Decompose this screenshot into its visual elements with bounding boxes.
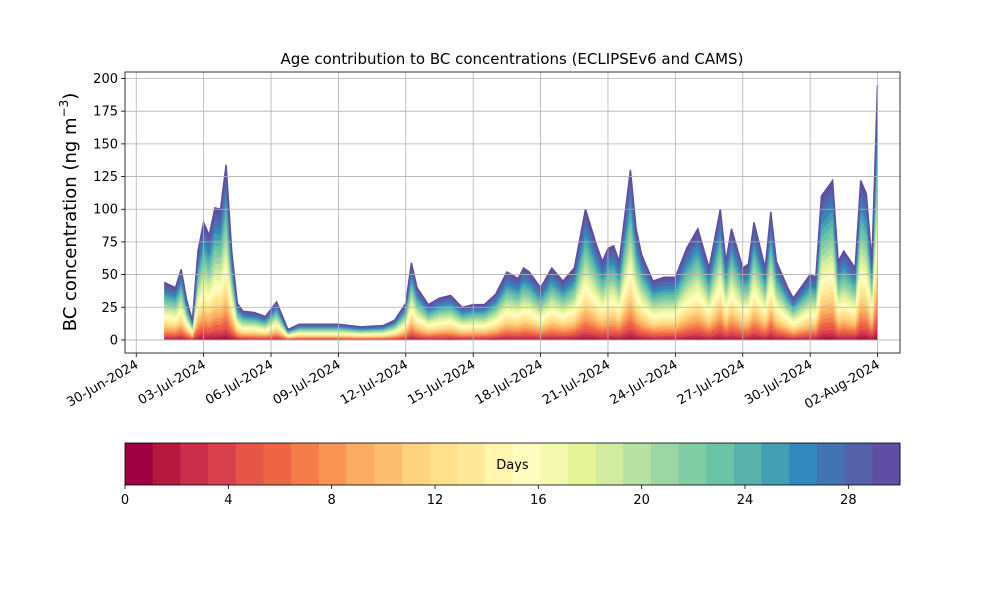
- y-axis: 0 25 50 75 100 125 150 175 200: [93, 72, 125, 348]
- x-tick-label-9: 27-Jul-2024: [675, 357, 748, 408]
- colorbar-segment-5: [263, 443, 292, 485]
- colorbar-tick-label-6: 24: [737, 493, 754, 508]
- plot-area: 0 25 50 75 100 125 150 175 200 30-Jun-202403-Jul-…: [64, 71, 901, 413]
- colorbar-segment-12: [457, 443, 486, 485]
- colorbar-segment-3: [208, 443, 237, 485]
- colorbar-segment-17: [595, 443, 624, 485]
- y-axis-label-text: BC concentration (ng m: [60, 117, 81, 331]
- x-tick-label-2: 06-Jul-2024: [203, 357, 276, 408]
- colorbar-segment-23: [761, 443, 790, 485]
- y-tick-label-3: 75: [101, 235, 118, 250]
- y-axis-label: BC concentration (ng m−3): [57, 93, 81, 332]
- y-axis-label-close: ): [60, 93, 81, 100]
- y-axis-label-sup: −3: [57, 100, 71, 118]
- x-axis: 30-Jun-202403-Jul-202406-Jul-202409-Jul-…: [64, 353, 883, 413]
- x-tick-label-4: 12-Jul-2024: [338, 357, 411, 408]
- colorbar-segment-8: [346, 443, 375, 485]
- y-tick-label-0: 0: [110, 333, 118, 348]
- y-tick-label-5: 125: [93, 170, 118, 185]
- y-tick-label-1: 25: [101, 301, 118, 316]
- x-tick-label-11: 02-Aug-2024: [802, 357, 882, 412]
- x-tick-label-0: 30-Jun-2024: [64, 357, 141, 410]
- colorbar-segment-22: [733, 443, 763, 485]
- plot-frame: [124, 71, 901, 354]
- colorbar-segment-18: [623, 443, 652, 485]
- x-tick-label-5: 15-Jul-2024: [405, 357, 478, 408]
- x-tick-label-1: 03-Jul-2024: [136, 357, 209, 408]
- colorbar-segment-4: [235, 443, 264, 485]
- colorbar-tick-label-7: 28: [840, 493, 857, 508]
- chart-title: Age contribution to BC concentrations (E…: [281, 50, 744, 68]
- colorbar-segment-2: [180, 443, 209, 485]
- total-line: [163, 85, 879, 331]
- y-tick-label-2: 50: [101, 268, 118, 283]
- colorbar-segment-1: [152, 443, 181, 485]
- colorbar-tick-label-2: 8: [328, 493, 336, 508]
- colorbar-segment-10: [401, 443, 430, 485]
- colorbar-segment-13: [484, 443, 513, 485]
- colorbar-tick-label-5: 20: [633, 493, 650, 508]
- colorbar-segment-9: [374, 443, 403, 485]
- colorbar-segment-0: [125, 443, 154, 485]
- colorbar-segment-25: [816, 443, 846, 485]
- x-tick-label-7: 21-Jul-2024: [540, 357, 613, 408]
- colorbar-frame: [124, 442, 901, 486]
- colorbar-segment-24: [789, 443, 818, 485]
- colorbar-tick-label-1: 4: [224, 493, 232, 508]
- colorbar-segment-16: [567, 443, 597, 485]
- x-tick-label-8: 24-Jul-2024: [608, 357, 681, 408]
- x-tick-label-6: 18-Jul-2024: [473, 357, 546, 408]
- colorbar-segment-19: [650, 443, 680, 485]
- y-tick-label-7: 175: [93, 105, 118, 120]
- grid: [125, 72, 900, 353]
- colorbar-segment-14: [512, 443, 541, 485]
- y-tick-label-8: 200: [93, 72, 118, 87]
- colorbar-segment-15: [540, 443, 569, 485]
- colorbar: 0 4 8 12 16 20 24 28 Days: [121, 442, 901, 508]
- colorbar-segment-20: [678, 443, 707, 485]
- colorbar-segment-7: [318, 443, 347, 485]
- colorbar-segment-6: [291, 443, 320, 485]
- colorbar-segment-21: [706, 443, 735, 485]
- colorbar-segment-26: [844, 443, 873, 485]
- y-tick-label-6: 150: [93, 137, 118, 152]
- colorbar-tick-label-0: 0: [121, 493, 129, 508]
- colorbar-tick-label-3: 12: [427, 493, 444, 508]
- x-tick-label-3: 09-Jul-2024: [271, 357, 344, 408]
- y-tick-label-4: 100: [93, 203, 118, 218]
- colorbar-segment-27: [872, 443, 901, 485]
- colorbar-segment-11: [429, 443, 458, 485]
- colorbar-tick-label-4: 16: [530, 493, 547, 508]
- colorbar-label: Days: [496, 458, 529, 473]
